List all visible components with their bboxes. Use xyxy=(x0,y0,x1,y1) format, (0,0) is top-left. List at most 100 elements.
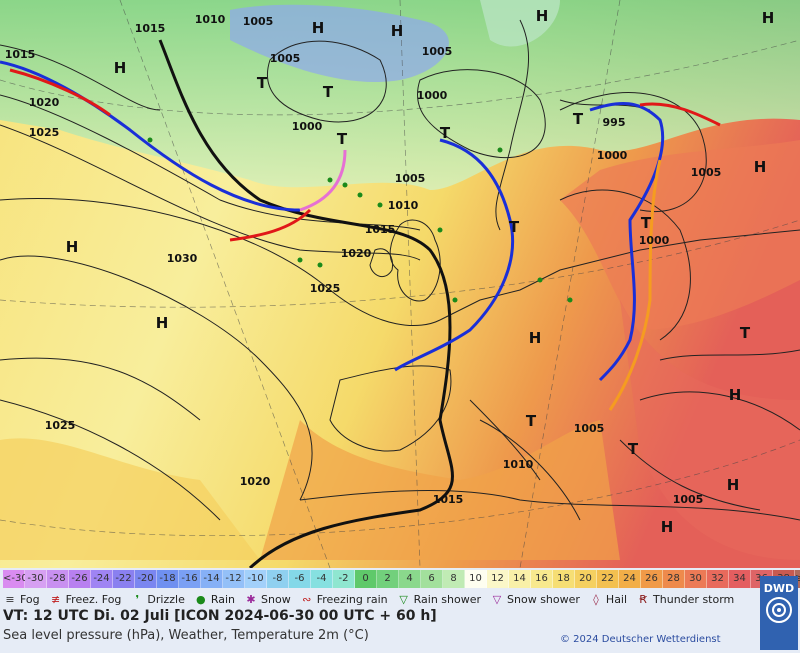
high-pressure-label: H xyxy=(312,19,325,37)
parameter-description: Sea level pressure (hPa), Weather, Tempe… xyxy=(3,628,369,643)
low-pressure-label: T xyxy=(526,412,537,430)
scale-cell: 28 xyxy=(663,570,685,588)
scale-cell: 30 xyxy=(685,570,707,588)
hail-icon: ◊ xyxy=(593,593,599,606)
rain-icon: ● xyxy=(196,593,206,606)
legend-item: ❜ Drizzle xyxy=(130,589,185,611)
isobar-label: 1005 xyxy=(243,15,274,28)
isobar-label: 1005 xyxy=(395,172,426,185)
isobar-label: 1010 xyxy=(388,199,419,212)
scale-cell: 34 xyxy=(729,570,751,588)
dwd-swirl-icon xyxy=(766,597,792,623)
low-pressure-label: T xyxy=(573,110,584,128)
scale-cell: -20 xyxy=(135,570,157,588)
legend-item-label: Freez. Fog xyxy=(65,593,122,606)
scale-cell: <-30 xyxy=(3,570,28,588)
fog-icon: ≡ xyxy=(5,593,15,606)
scale-cell: -4 xyxy=(311,570,333,588)
isobar-label: 1025 xyxy=(45,419,76,432)
high-pressure-label: H xyxy=(156,314,169,332)
legend-item-label: Thunder storm xyxy=(653,593,735,606)
scale-cell: -14 xyxy=(201,570,223,588)
high-pressure-label: H xyxy=(727,476,740,494)
scale-cell: 24 xyxy=(619,570,641,588)
low-pressure-label: T xyxy=(323,83,334,101)
legend-item: Ꞧ Thunder storm xyxy=(636,589,734,611)
scale-cell: -10 xyxy=(245,570,267,588)
low-pressure-label: T xyxy=(337,130,348,148)
isobar-label: 1025 xyxy=(310,282,341,295)
copyright-notice: © 2024 Deutscher Wetterdienst xyxy=(560,634,721,645)
isobar-label: 1030 xyxy=(167,252,198,265)
legend-item: ▽ Snow shower xyxy=(490,589,580,611)
scale-cell: -26 xyxy=(69,570,91,588)
legend-item: ≢ Freez. Fog xyxy=(49,589,122,611)
dwd-logo-text: DWD xyxy=(763,582,795,595)
low-pressure-label: T xyxy=(740,324,751,342)
scale-cell: 32 xyxy=(707,570,729,588)
isobar-label: 1000 xyxy=(417,89,448,102)
isobar-label: 1005 xyxy=(574,422,605,435)
isobar-label: 995 xyxy=(603,116,626,129)
low-pressure-label: T xyxy=(641,214,652,232)
legend-item-label: Rain xyxy=(210,593,236,606)
drizzle-icon: ❜ xyxy=(135,593,140,606)
isobar-label: 1000 xyxy=(597,149,628,162)
weather-map: H H H H H H H H H H H H T T T T T T T T T T 1015 1010 1005 1005 1… xyxy=(0,0,800,568)
legend-item-label: Snow shower xyxy=(507,593,580,606)
weather-symbol-legend: ≡ Fog ≢ Freez. Fog ❜ Drizzle ● Rain ✱ Snow ∾ Freezi… xyxy=(3,589,758,611)
scale-cell: -8 xyxy=(267,570,289,588)
scale-cell: -16 xyxy=(179,570,201,588)
scale-cell: 20 xyxy=(575,570,597,588)
isobar-label: 1000 xyxy=(292,120,323,133)
low-pressure-label: T xyxy=(509,218,520,236)
scale-cell: -12 xyxy=(223,570,245,588)
legend-item-label: Snow xyxy=(261,593,291,606)
low-pressure-label: T xyxy=(440,124,451,142)
isobar-label: 1015 xyxy=(365,223,396,236)
high-pressure-label: H xyxy=(536,7,549,25)
isobar-label: 1015 xyxy=(135,22,166,35)
scale-cell: -22 xyxy=(113,570,135,588)
freezing-rain-icon: ∾ xyxy=(302,593,312,606)
legend-item: ≡ Fog xyxy=(3,589,39,611)
scale-cell: 10 xyxy=(465,570,487,588)
scale-cell: 8 xyxy=(443,570,465,588)
legend-item: ● Rain xyxy=(194,589,235,611)
isobar-label: 1005 xyxy=(422,45,453,58)
legend-panel: <-30 -30 -28 -26 -24 -22 -20 -18 -16 -14 -12 -10 -8-… xyxy=(0,568,800,653)
scale-cell: -30 xyxy=(25,570,47,588)
legend-item-label: Hail xyxy=(605,593,628,606)
scale-cell: 12 xyxy=(487,570,509,588)
isobar-label: 1015 xyxy=(433,493,464,506)
isobar-label: 1005 xyxy=(673,493,704,506)
low-pressure-label: T xyxy=(628,440,639,458)
isobar-label: 1020 xyxy=(29,96,60,109)
high-pressure-label: H xyxy=(66,238,79,256)
dwd-logo: DWD xyxy=(760,576,798,650)
high-pressure-label: H xyxy=(529,329,542,347)
isobar-label: 1010 xyxy=(503,458,534,471)
scale-cell: 0 xyxy=(355,570,377,588)
isobar-label: 1000 xyxy=(639,234,670,247)
isobar-label: 1015 xyxy=(5,48,36,61)
scale-cell: -2 xyxy=(333,570,355,588)
freezing-fog-icon: ≢ xyxy=(51,593,61,606)
rain-shower-icon: ▽ xyxy=(399,593,408,606)
high-pressure-label: H xyxy=(754,158,767,176)
scale-cell: 6 xyxy=(421,570,443,588)
scale-cell: -6 xyxy=(289,570,311,588)
isobar-label: 1005 xyxy=(691,166,722,179)
scale-cell: 14 xyxy=(509,570,531,588)
isobar-label: 1005 xyxy=(270,52,301,65)
legend-item-label: Drizzle xyxy=(147,593,185,606)
scale-cell: 4 xyxy=(399,570,421,588)
scale-cell: -18 xyxy=(157,570,179,588)
legend-item-label: Rain shower xyxy=(413,593,482,606)
scale-cell: 22 xyxy=(597,570,619,588)
isobar-label: 1010 xyxy=(195,13,226,26)
high-pressure-label: H xyxy=(762,9,775,27)
legend-item: ✱ Snow xyxy=(244,589,291,611)
high-pressure-label: H xyxy=(729,386,742,404)
isobar-label: 1020 xyxy=(341,247,372,260)
